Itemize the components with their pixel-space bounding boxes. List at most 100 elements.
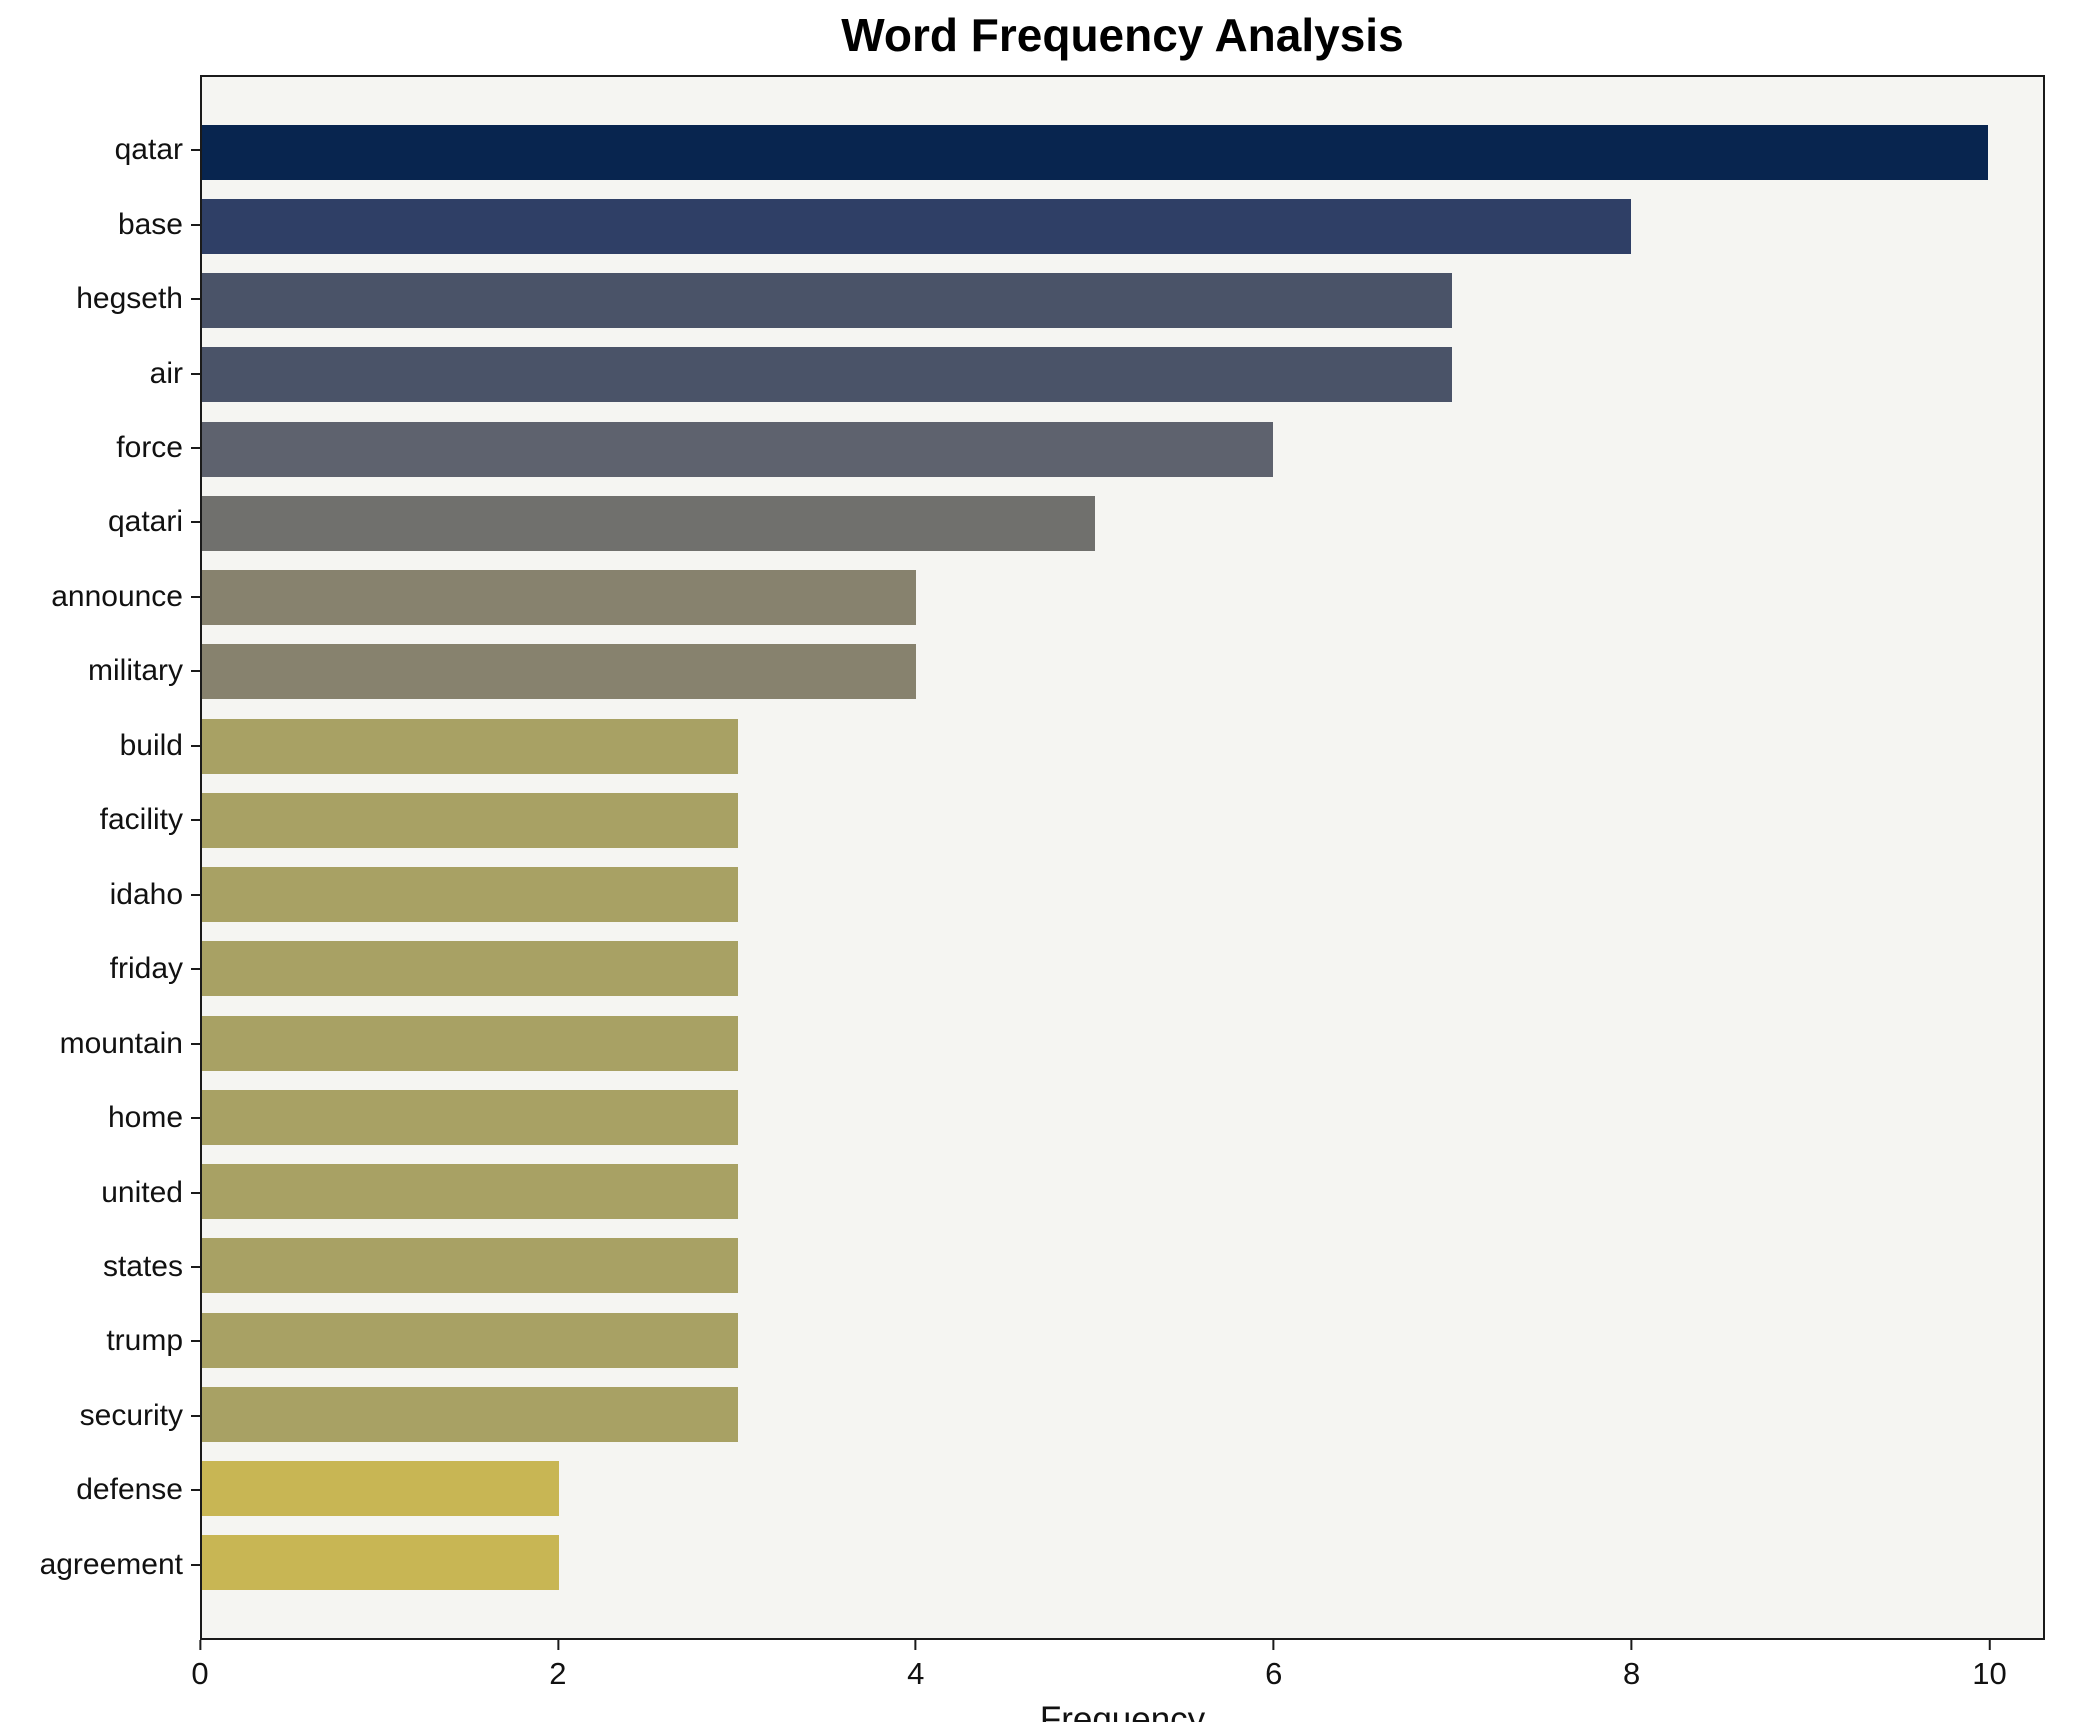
y-tick-label: states [102, 1250, 183, 1284]
y-label-row: trump [0, 1304, 200, 1378]
y-tick-label: security [79, 1398, 183, 1432]
bar-friday [202, 941, 738, 997]
x-tick-label: 2 [549, 1656, 567, 1691]
y-tick-label: mountain [59, 1026, 183, 1060]
x-tick-label: 0 [191, 1656, 209, 1691]
y-tick-label: trump [106, 1324, 183, 1358]
y-tick-mark [191, 893, 200, 896]
y-tick-label: united [101, 1175, 183, 1209]
y-tick-label: defense [76, 1473, 183, 1507]
bar-force [202, 421, 1274, 477]
bar-military [202, 644, 917, 700]
bar-air [202, 347, 1452, 403]
plot-area [200, 75, 2045, 1640]
bar-row [202, 1452, 2043, 1526]
y-tick-mark [191, 744, 200, 747]
y-tick-mark [191, 595, 200, 598]
bar-announce [202, 570, 917, 626]
bar-hegseth [202, 273, 1452, 329]
bar-idaho [202, 867, 738, 923]
bar-row [202, 561, 2043, 635]
bar-row [202, 709, 2043, 783]
bar-row [202, 1080, 2043, 1154]
x-tick: 6 [1265, 1640, 1282, 1692]
y-label-row: defense [0, 1453, 200, 1527]
y-tick-mark [191, 968, 200, 971]
bar-row [202, 1155, 2043, 1229]
bar-row [202, 858, 2043, 932]
bar-row [202, 783, 2043, 857]
bar-row [202, 1229, 2043, 1303]
y-tick-mark [191, 1563, 200, 1566]
y-tick-label: qatar [114, 133, 183, 167]
bar-row [202, 932, 2043, 1006]
bar-row [202, 1526, 2043, 1600]
y-label-row: military [0, 634, 200, 708]
bar-trump [202, 1312, 738, 1368]
bar-row [202, 338, 2043, 412]
y-label-row: facility [0, 783, 200, 857]
y-tick-label: qatari [107, 505, 183, 539]
y-tick-label: friday [109, 952, 183, 986]
y-label-row: states [0, 1230, 200, 1304]
bar-row [202, 1377, 2043, 1451]
y-tick-label: home [107, 1101, 183, 1135]
bar-qatar [202, 124, 1988, 180]
y-tick-mark [191, 447, 200, 450]
y-tick-mark [191, 1489, 200, 1492]
y-label-row: build [0, 709, 200, 783]
bar-row [202, 115, 2043, 189]
bar-row [202, 189, 2043, 263]
x-tick-label: 8 [1622, 1656, 1641, 1691]
x-tick: 0 [191, 1640, 209, 1692]
y-tick-mark [191, 1340, 200, 1343]
y-tick-label: build [119, 728, 183, 762]
x-tick-mark [1630, 1640, 1633, 1650]
y-label-row: idaho [0, 858, 200, 932]
x-tick-mark [556, 1640, 559, 1650]
x-tick: 4 [907, 1640, 924, 1692]
y-tick-label: force [116, 431, 183, 465]
y-tick-mark [191, 1042, 200, 1045]
bar-united [202, 1164, 738, 1220]
bar-home [202, 1089, 738, 1145]
bar-security [202, 1386, 738, 1442]
x-tick: 10 [1972, 1640, 2007, 1692]
y-tick-label: hegseth [76, 282, 183, 316]
y-tick-label: idaho [109, 877, 183, 911]
y-label-row: qatar [0, 113, 200, 187]
y-label-row: united [0, 1155, 200, 1229]
bar-states [202, 1238, 738, 1294]
x-tick-mark [1988, 1640, 1991, 1650]
bar-row [202, 486, 2043, 560]
y-tick-mark [191, 1266, 200, 1269]
bar-row [202, 264, 2043, 338]
bar-row [202, 412, 2043, 486]
bar-mountain [202, 1015, 738, 1071]
y-tick-mark [191, 298, 200, 301]
y-label-row: security [0, 1379, 200, 1453]
x-tick-mark [914, 1640, 917, 1650]
y-tick-label: air [149, 356, 183, 390]
y-tick-mark [191, 1117, 200, 1120]
bar-facility [202, 792, 738, 848]
bar-build [202, 718, 738, 774]
y-tick-label: announce [51, 579, 183, 613]
bar-row [202, 635, 2043, 709]
y-label-row: friday [0, 932, 200, 1006]
y-tick-mark [191, 1414, 200, 1417]
x-tick-label: 6 [1265, 1656, 1283, 1691]
bar-agreement [202, 1535, 560, 1591]
x-tick-mark [1272, 1640, 1275, 1650]
y-tick-label: base [117, 207, 183, 241]
chart-title: Word Frequency Analysis [841, 9, 1404, 61]
y-label-row: mountain [0, 1006, 200, 1080]
x-tick-label: 4 [907, 1656, 925, 1691]
y-label-row: qatari [0, 485, 200, 559]
bar-qatari [202, 495, 1095, 551]
y-label-row: announce [0, 560, 200, 634]
y-tick-mark [191, 819, 200, 822]
y-tick-label: agreement [39, 1547, 183, 1581]
x-tick-mark [199, 1640, 201, 1650]
x-tick: 8 [1623, 1640, 1640, 1692]
